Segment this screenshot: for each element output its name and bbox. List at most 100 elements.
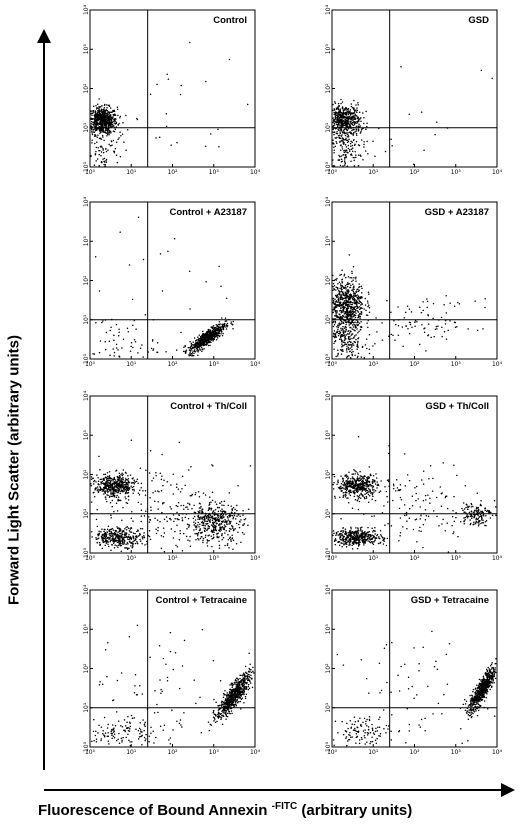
event-dot	[207, 337, 209, 340]
event-dot	[90, 501, 93, 503]
event-dot	[351, 272, 353, 275]
event-dot	[189, 545, 192, 547]
event-dot	[346, 304, 349, 306]
event-dot	[212, 529, 215, 532]
event-dot	[200, 517, 202, 520]
event-dot	[355, 125, 358, 127]
event-dot	[339, 128, 341, 130]
event-dot	[157, 529, 159, 532]
event-dot	[143, 536, 146, 539]
event-dot	[341, 118, 343, 121]
event-dot	[205, 338, 207, 340]
event-dot	[182, 504, 185, 507]
event-dot	[358, 496, 361, 498]
event-dot	[364, 344, 367, 346]
event-dot	[206, 542, 208, 544]
event-dot	[120, 543, 122, 545]
event-dot	[109, 486, 112, 489]
event-dot	[350, 277, 353, 279]
event-dot	[113, 541, 116, 543]
event-dot	[123, 141, 125, 143]
event-dot	[202, 519, 204, 521]
event-dot	[351, 154, 353, 156]
event-dot	[197, 531, 200, 534]
event-dot	[118, 542, 121, 545]
event-dot	[103, 131, 105, 133]
event-dot	[372, 485, 374, 487]
event-dot	[336, 131, 338, 133]
event-dot	[332, 118, 335, 121]
event-dot	[110, 326, 112, 329]
event-dot	[334, 497, 336, 499]
event-dot	[220, 529, 222, 531]
event-dot	[220, 515, 223, 518]
event-dot	[358, 283, 360, 285]
event-dot	[97, 537, 100, 539]
event-dot	[128, 487, 131, 489]
event-dot	[117, 138, 119, 141]
event-dot	[349, 357, 352, 359]
event-dot	[340, 316, 342, 318]
event-dot	[348, 332, 351, 334]
event-dot	[371, 489, 374, 491]
event-dot	[344, 483, 346, 486]
event-dot	[122, 490, 124, 493]
event-dot	[357, 102, 359, 104]
event-dot	[211, 512, 214, 514]
event-dot	[349, 125, 352, 128]
event-dot	[163, 550, 166, 553]
event-dot	[166, 520, 168, 522]
event-dot	[189, 535, 191, 538]
event-dot	[195, 528, 197, 530]
event-dot	[388, 335, 390, 338]
event-dot	[129, 536, 132, 538]
event-dot	[353, 120, 355, 123]
event-dot	[346, 317, 349, 319]
event-dot	[340, 128, 342, 131]
event-dot	[202, 523, 205, 525]
event-dot	[221, 533, 223, 535]
y-tick-label: 10⁴	[83, 390, 90, 401]
event-dot	[111, 527, 114, 530]
event-dot	[343, 151, 346, 154]
event-dot	[368, 306, 371, 309]
event-dot	[116, 494, 118, 497]
event-dot	[339, 302, 341, 305]
event-dot	[350, 341, 352, 343]
event-dot	[347, 321, 349, 323]
event-dot	[352, 133, 354, 135]
event-dot	[425, 350, 427, 352]
panel-title: Control	[213, 15, 247, 26]
event-dot	[152, 491, 154, 494]
event-dot	[373, 491, 375, 493]
event-dot	[193, 504, 195, 507]
event-dot	[375, 477, 378, 479]
x-tick-label: 10⁰	[327, 555, 338, 562]
event-dot	[332, 285, 334, 288]
y-tick-label: 10⁴	[325, 390, 332, 401]
event-dot	[343, 488, 345, 490]
event-dot	[422, 301, 424, 303]
event-dot	[98, 153, 100, 156]
event-dot	[131, 546, 133, 549]
event-dot	[137, 501, 140, 504]
event-dot	[196, 349, 198, 352]
event-dot	[228, 530, 231, 532]
event-dot	[334, 101, 336, 103]
event-dot	[220, 523, 223, 525]
event-dot	[351, 112, 353, 114]
event-dot	[348, 471, 350, 474]
event-dot	[365, 314, 368, 316]
event-dot	[332, 131, 334, 133]
event-dot	[98, 290, 101, 292]
event-dot	[201, 335, 204, 337]
event-dot	[337, 293, 339, 296]
event-dot	[113, 489, 116, 491]
event-dot	[354, 470, 356, 472]
event-dot	[116, 526, 118, 528]
event-dot	[379, 533, 382, 536]
event-dot	[119, 155, 122, 158]
event-dot	[207, 509, 210, 511]
